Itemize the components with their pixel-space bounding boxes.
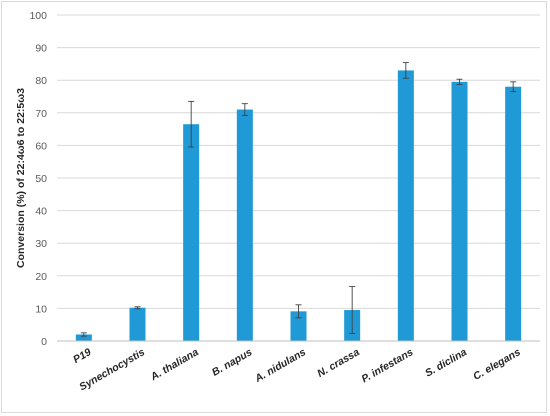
- category-label: A. nidulans: [252, 346, 308, 385]
- error-bar: [456, 78, 463, 85]
- error-bars: [80, 62, 517, 337]
- bar: [290, 311, 307, 341]
- error-bar: [80, 332, 87, 337]
- bar: [505, 86, 522, 341]
- y-tick-label: 0: [41, 336, 47, 348]
- y-tick-label: 20: [35, 271, 47, 283]
- bar: [236, 109, 253, 341]
- category-label: A. thaliana: [148, 346, 201, 384]
- y-tick-label: 10: [35, 303, 47, 315]
- category-label: P19: [71, 346, 93, 366]
- error-bar: [241, 103, 248, 116]
- category-label: P. infestans: [359, 346, 415, 385]
- y-tick-label: 50: [35, 173, 47, 185]
- y-tick-label: 90: [35, 43, 47, 55]
- bar: [397, 70, 414, 342]
- error-bar: [402, 62, 409, 79]
- y-tick-labels: 0 10 20 30 40 50 60 70 80 90 100: [29, 10, 47, 348]
- bar: [129, 307, 146, 341]
- y-tick-label: 30: [35, 238, 47, 250]
- bar: [451, 81, 468, 341]
- category-label: C. elegans: [471, 346, 523, 383]
- error-bar: [134, 306, 141, 310]
- y-tick-label: 100: [29, 10, 47, 22]
- category-label: B. napus: [210, 346, 255, 379]
- category-label: N. crassa: [315, 346, 362, 380]
- bars: [75, 70, 522, 342]
- y-axis-label: Conversion (%) of 22:4ω6 to 22:5ω3: [15, 88, 27, 268]
- error-bar: [295, 304, 302, 319]
- y-tick-label: 40: [35, 206, 47, 218]
- category-label: S. diclina: [423, 346, 469, 380]
- error-bar: [510, 81, 517, 93]
- y-tick-label: 70: [35, 108, 47, 120]
- gridlines: [57, 14, 540, 309]
- y-tick-label: 80: [35, 75, 47, 87]
- bar: [183, 124, 200, 342]
- error-bar: [188, 100, 195, 148]
- bar: [75, 334, 92, 341]
- y-tick-label: 60: [35, 140, 47, 152]
- error-bar: [349, 286, 356, 334]
